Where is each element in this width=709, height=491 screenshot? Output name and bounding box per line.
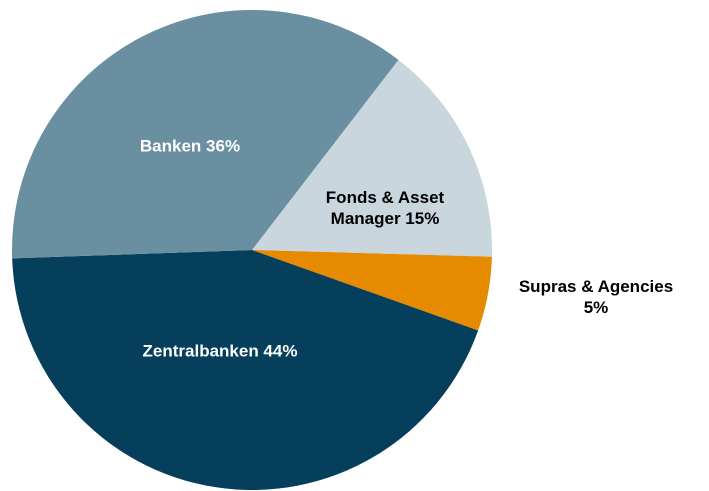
pie-slice <box>12 250 479 490</box>
pie-slice <box>252 59 492 257</box>
slice-label: Banken 36% <box>140 136 240 155</box>
pie-slice <box>11 9 399 259</box>
slice-label: Fonds & Asset <box>326 188 445 207</box>
slice-label: Supras & Agencies <box>519 277 673 296</box>
slice-label: 5% <box>584 298 609 317</box>
pie-slice <box>252 250 492 331</box>
slice-label: Zentralbanken 44% <box>143 341 298 360</box>
slice-label: Manager 15% <box>331 209 440 228</box>
